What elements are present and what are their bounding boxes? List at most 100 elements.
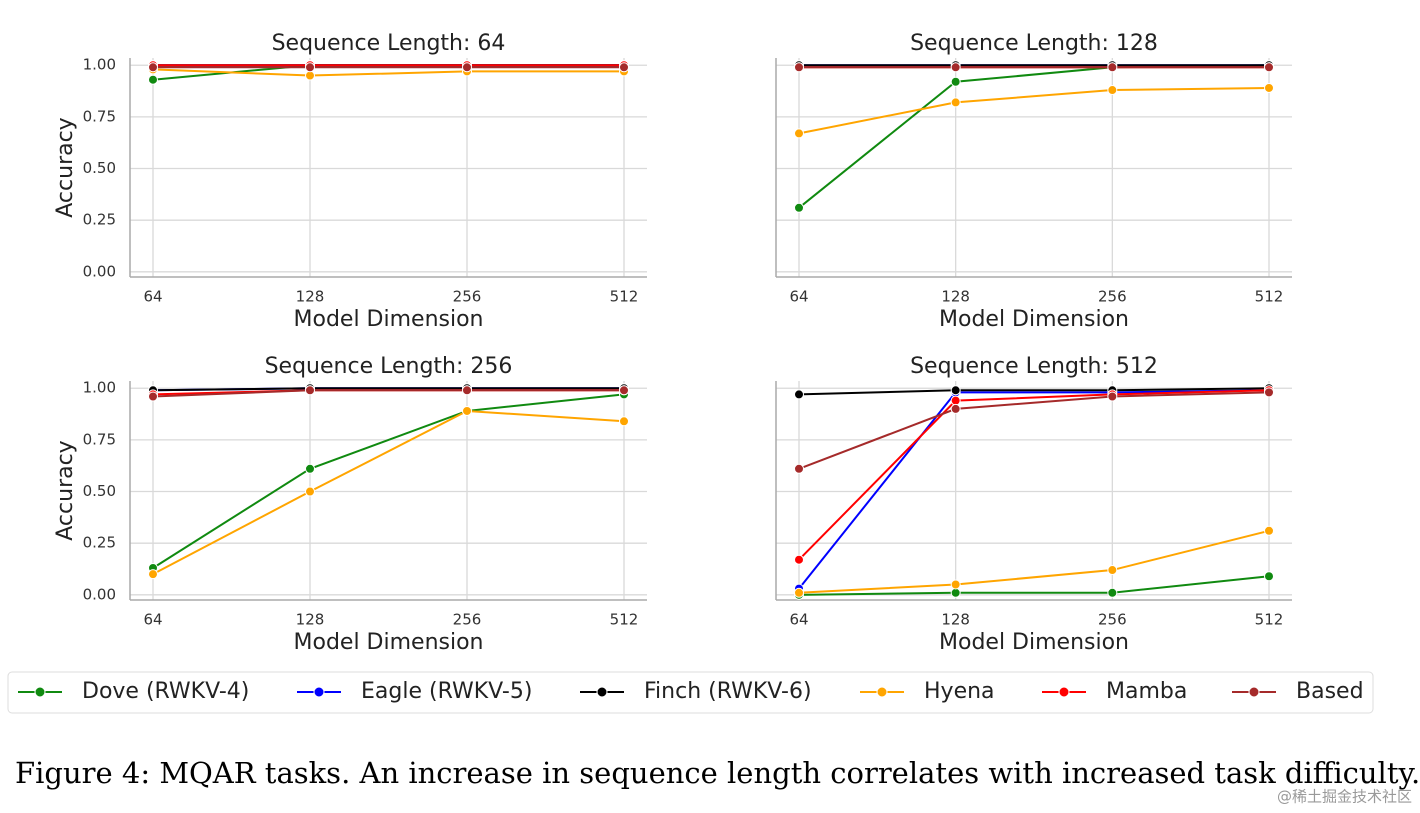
legend-marker: [876, 686, 888, 698]
legend-label: Finch (RWKV-6): [644, 679, 812, 704]
point: [1264, 62, 1274, 73]
point: [462, 385, 472, 396]
x-tick-label: 512: [1255, 611, 1284, 629]
watermark: @稀土掘金技术社区: [1277, 788, 1412, 806]
point: [619, 385, 629, 396]
point: [794, 128, 804, 139]
point: [950, 579, 961, 590]
x-tick-label: 512: [1255, 288, 1284, 306]
point: [148, 74, 158, 85]
legend-box: [7, 671, 1374, 714]
x-axis-label: Model Dimension: [939, 630, 1129, 655]
point: [148, 569, 158, 580]
point: [1107, 565, 1118, 576]
x-tick-label: 64: [143, 611, 162, 629]
point: [1264, 571, 1274, 582]
y-tick-label: 0.75: [83, 430, 116, 448]
x-tick-label: 256: [1098, 611, 1127, 629]
x-tick-label: 256: [1098, 288, 1127, 306]
series-line: [152, 389, 624, 398]
x-axis-label: Model Dimension: [939, 307, 1129, 332]
x-tick-label: 64: [789, 288, 808, 306]
x-axis-label: Model Dimension: [294, 307, 484, 332]
legend-label: Based: [1296, 679, 1364, 704]
point: [794, 62, 804, 73]
legend-marker: [1248, 686, 1260, 698]
legend-marker: [596, 686, 608, 698]
x-tick-label: 64: [789, 611, 808, 629]
point: [305, 62, 315, 73]
legend-label: Eagle (RWKV-5): [361, 679, 532, 704]
point: [1264, 82, 1274, 93]
x-tick-label: 256: [453, 288, 482, 306]
chart-title: Sequence Length: 64: [272, 31, 506, 56]
x-tick-label: 512: [610, 288, 639, 306]
x-tick-label: 512: [610, 611, 639, 629]
series-line: [152, 68, 624, 77]
y-tick-label: 0.25: [83, 211, 116, 229]
point: [462, 405, 472, 416]
legend-label: Mamba: [1106, 679, 1187, 704]
point: [794, 463, 804, 474]
caption: Figure 4: MQAR tasks. An increase in seq…: [15, 756, 1420, 790]
series-line: [798, 389, 1270, 590]
y-tick-label: 0.50: [83, 159, 116, 177]
x-tick-label: 128: [296, 611, 325, 629]
point: [148, 391, 158, 402]
point: [619, 416, 629, 427]
y-tick-label: 1.00: [83, 379, 116, 397]
point: [1264, 387, 1274, 398]
y-tick-label: 0.75: [83, 107, 116, 125]
point: [950, 62, 961, 73]
point: [794, 202, 804, 213]
y-axis-label: Accuracy: [53, 440, 78, 540]
point: [1107, 587, 1118, 598]
chart-title: Sequence Length: 512: [910, 354, 1158, 379]
point: [305, 463, 315, 474]
point: [794, 587, 804, 598]
y-axis-label: Accuracy: [53, 117, 78, 217]
point: [794, 554, 804, 565]
point: [950, 385, 961, 396]
series-line: [152, 387, 624, 392]
series-line: [798, 389, 1270, 561]
y-tick-label: 0.00: [83, 585, 116, 603]
legend-label: Hyena: [924, 679, 995, 704]
chart-title: Sequence Length: 128: [910, 31, 1158, 56]
series-line: [798, 529, 1270, 594]
series-line: [798, 387, 1270, 396]
point: [619, 62, 629, 73]
point: [950, 395, 961, 406]
point: [1264, 525, 1274, 536]
point: [305, 385, 315, 396]
point: [950, 403, 961, 414]
point: [1107, 85, 1118, 96]
point: [305, 486, 315, 497]
x-tick-label: 128: [941, 288, 970, 306]
legend-marker: [1058, 686, 1070, 698]
x-axis-label: Model Dimension: [294, 630, 484, 655]
x-tick-label: 64: [143, 288, 162, 306]
y-tick-label: 1.00: [83, 56, 116, 74]
x-tick-label: 128: [941, 611, 970, 629]
series-line: [798, 64, 1270, 209]
point: [1107, 62, 1118, 73]
point: [148, 62, 158, 73]
legend-marker: [313, 686, 325, 698]
point: [950, 76, 961, 87]
series-line: [798, 86, 1270, 135]
legend-marker: [34, 686, 46, 698]
chart-title: Sequence Length: 256: [265, 354, 513, 379]
point: [794, 389, 804, 400]
y-tick-label: 0.25: [83, 534, 116, 552]
point: [305, 70, 315, 81]
series-line: [798, 391, 1270, 470]
series-line: [152, 393, 625, 569]
x-tick-label: 256: [453, 611, 482, 629]
legend-label: Dove (RWKV-4): [82, 679, 249, 704]
point: [1107, 391, 1118, 402]
point: [462, 62, 472, 73]
series-line: [152, 409, 625, 576]
y-tick-label: 0.00: [83, 262, 116, 280]
